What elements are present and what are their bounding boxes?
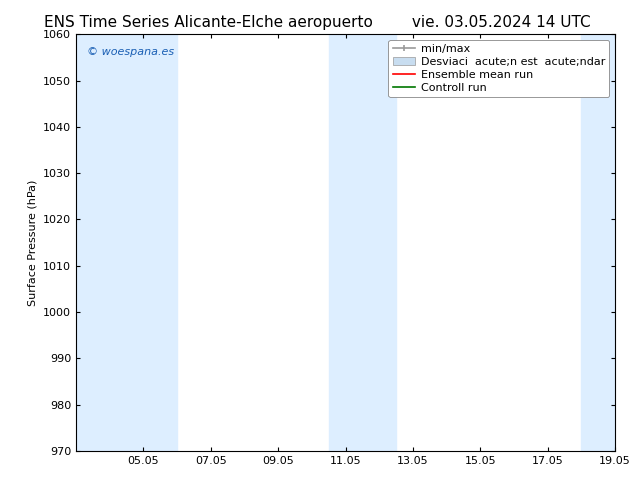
- Bar: [59, 34, 127, 451]
- Text: ENS Time Series Alicante-Elche aeropuerto        vie. 03.05.2024 14 UTC: ENS Time Series Alicante-Elche aeropuert…: [44, 15, 590, 30]
- Bar: [127, 34, 177, 451]
- Legend: min/max, Desviaci  acute;n est  acute;ndar, Ensemble mean run, Controll run: min/max, Desviaci acute;n est acute;ndar…: [389, 40, 609, 97]
- Bar: [581, 34, 632, 451]
- Text: © woespana.es: © woespana.es: [87, 47, 174, 57]
- Y-axis label: Surface Pressure (hPa): Surface Pressure (hPa): [27, 179, 37, 306]
- Bar: [328, 34, 396, 451]
